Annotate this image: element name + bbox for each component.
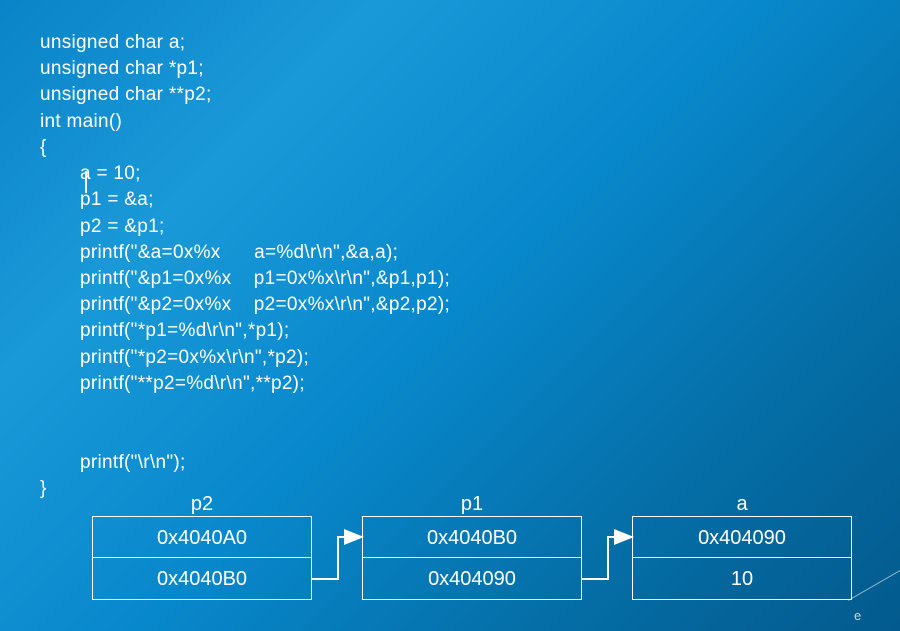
code-line: printf("&p2=0x%x p2=0x%x\r\n",&p2,p2); — [40, 292, 450, 318]
code-line: a = 10; — [40, 161, 450, 187]
code-line — [40, 423, 450, 449]
code-line: } — [40, 476, 450, 502]
code-block: unsigned char a;unsigned char *p1;unsign… — [40, 30, 450, 502]
code-line: printf("**p2=%d\r\n",**p2); — [40, 371, 450, 397]
code-line: p1 = &a; — [40, 187, 450, 213]
arrow-1 — [582, 537, 632, 579]
value-box-p2: 0x4040B0 — [92, 558, 312, 600]
arrow-0 — [312, 537, 362, 579]
code-line: { — [40, 135, 450, 161]
addr-box-a: 0x404090 — [632, 516, 852, 558]
code-line: printf("\r\n"); — [40, 450, 450, 476]
addr-box-p2: 0x4040A0 — [92, 516, 312, 558]
code-line: unsigned char *p1; — [40, 56, 450, 82]
code-line: printf("&a=0x%x a=%d\r\n",&a,a); — [40, 240, 450, 266]
addr-box-p1: 0x4040B0 — [362, 516, 582, 558]
code-line: unsigned char **p2; — [40, 82, 450, 108]
stray-glyph: e — [854, 608, 861, 623]
var-label-a: a — [632, 493, 852, 516]
slide-root: unsigned char a;unsigned char *p1;unsign… — [0, 0, 900, 631]
text-cursor — [85, 171, 87, 193]
code-line — [40, 397, 450, 423]
code-line: int main() — [40, 109, 450, 135]
value-box-a: 10 — [632, 558, 852, 600]
code-line: printf("*p2=0x%x\r\n",*p2); — [40, 345, 450, 371]
value-box-p1: 0x404090 — [362, 558, 582, 600]
code-line: unsigned char a; — [40, 30, 450, 56]
code-line: p2 = &p1; — [40, 214, 450, 240]
code-line: printf("&p1=0x%x p1=0x%x\r\n",&p1,p1); — [40, 266, 450, 292]
code-line: printf("*p1=%d\r\n",*p1); — [40, 318, 450, 344]
